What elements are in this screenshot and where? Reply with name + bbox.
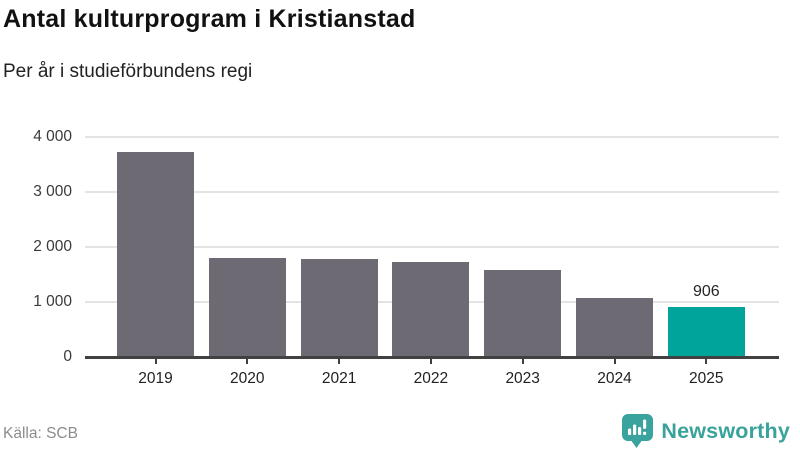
- gridline-y-2000: [85, 246, 779, 248]
- bar-2023: [484, 269, 562, 357]
- x-axis-label-2024: 2024: [597, 370, 632, 387]
- x-axis-label-2023: 2023: [505, 370, 540, 387]
- x-axis-label-2020: 2020: [230, 370, 265, 387]
- chart-subtitle: Per år i studieförbundens regi: [3, 61, 253, 82]
- bar-value-label: 906: [692, 283, 720, 301]
- x-axis-label-2022: 2022: [413, 370, 449, 387]
- x-axis-tick: [705, 359, 708, 364]
- y-axis-tick-label: 1 000: [33, 293, 72, 310]
- bar-2021: [300, 258, 378, 357]
- y-axis-tick-label: 2 000: [33, 238, 72, 255]
- gridline-y-3000: [85, 191, 779, 193]
- x-axis-label-2019: 2019: [138, 370, 173, 387]
- y-axis-tick-label: 3 000: [33, 183, 72, 200]
- x-axis-line: [85, 356, 779, 359]
- x-axis-tick: [338, 359, 341, 364]
- bar-2019: [117, 151, 194, 357]
- x-axis-tick: [154, 359, 157, 364]
- x-axis-tick: [521, 359, 524, 364]
- newsworthy-logo-icon: [621, 413, 654, 449]
- source-note: Källa: SCB: [3, 425, 78, 442]
- chart-title: Antal kulturprogram i Kristianstad: [3, 5, 416, 33]
- x-axis-tick: [429, 359, 432, 364]
- newsworthy-wordmark: Newsworthy: [661, 418, 790, 443]
- gridline-y-4000: [85, 136, 779, 138]
- x-axis-tick: [246, 359, 249, 364]
- bar-2024: [576, 298, 653, 357]
- x-axis-tick: [613, 359, 616, 364]
- y-axis-tick-label: 0: [63, 348, 72, 365]
- newsworthy-brand: Newsworthy: [621, 413, 790, 449]
- bar-2022: [392, 261, 470, 357]
- x-axis-label-2021: 2021: [321, 370, 357, 387]
- bar-2025: [667, 307, 745, 357]
- x-axis-label-2025: 2025: [689, 370, 724, 387]
- y-axis-tick-label: 4 000: [33, 128, 72, 145]
- bar-2020: [208, 258, 286, 357]
